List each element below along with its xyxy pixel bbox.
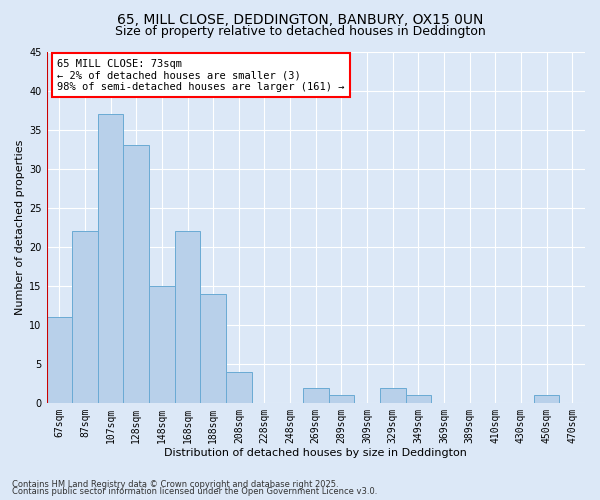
Bar [380,388,406,403]
Bar [329,396,354,403]
Bar [200,294,226,403]
Text: Contains HM Land Registry data © Crown copyright and database right 2025.: Contains HM Land Registry data © Crown c… [12,480,338,489]
Bar [98,114,124,403]
Bar [406,396,431,403]
Bar [124,146,149,403]
X-axis label: Distribution of detached houses by size in Deddington: Distribution of detached houses by size … [164,448,467,458]
Y-axis label: Number of detached properties: Number of detached properties [15,140,25,315]
Bar [149,286,175,403]
Bar [226,372,251,403]
Bar [534,396,559,403]
Bar [72,232,98,403]
Text: 65 MILL CLOSE: 73sqm
← 2% of detached houses are smaller (3)
98% of semi-detache: 65 MILL CLOSE: 73sqm ← 2% of detached ho… [57,58,345,92]
Text: 65, MILL CLOSE, DEDDINGTON, BANBURY, OX15 0UN: 65, MILL CLOSE, DEDDINGTON, BANBURY, OX1… [117,12,483,26]
Bar [47,317,72,403]
Text: Size of property relative to detached houses in Deddington: Size of property relative to detached ho… [115,25,485,38]
Bar [303,388,329,403]
Text: Contains public sector information licensed under the Open Government Licence v3: Contains public sector information licen… [12,487,377,496]
Bar [175,232,200,403]
